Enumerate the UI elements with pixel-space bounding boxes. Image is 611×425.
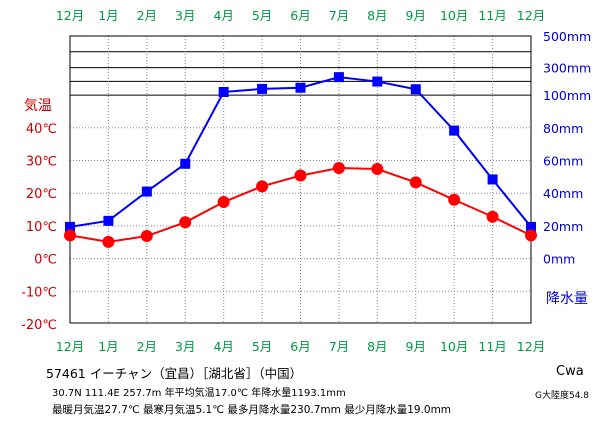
precipitation-tick-label: 40mm: [543, 186, 583, 201]
precipitation-point: [257, 83, 268, 94]
temperature-tick-label: 40℃: [26, 122, 57, 137]
month-label: 5月: [252, 8, 272, 23]
precipitation-axis-ticks: 500mm 300mm 100mm 80mm 60mm 40mm 20mm 0mm: [543, 29, 591, 267]
temperature-point: [525, 229, 537, 242]
temperature-point: [140, 230, 153, 243]
precipitation-tick-label: 20mm: [543, 219, 583, 234]
temperature-point: [217, 196, 230, 209]
month-label: 12月: [56, 8, 84, 23]
temperature-point: [256, 180, 269, 193]
precipitation-tick-label: 80mm: [543, 121, 583, 136]
month-label: 1月: [98, 8, 118, 23]
precipitation-tick-label: 500mm: [543, 29, 591, 44]
temperature-point: [409, 176, 422, 189]
station-summary: 30.7N 111.4E 257.7m 年平均気温17.0℃ 年降水量1193.…: [52, 388, 346, 399]
precipitation-series: [65, 72, 536, 232]
temperature-point: [486, 210, 499, 223]
month-label: 7月: [329, 8, 349, 23]
precipitation-point: [180, 158, 191, 169]
month-label: 6月: [290, 8, 310, 23]
temperature-axis-ticks: 40℃ 30℃ 20℃ 10℃ 0℃ -10℃ -20℃: [21, 122, 57, 333]
top-month-labels: 12月 1月 2月 3月 4月 5月 6月 7月 8月 9月 10月 11月 12月: [56, 8, 545, 23]
month-label: 3月: [175, 8, 195, 23]
temperature-point: [102, 235, 115, 248]
month-label: 12月: [517, 339, 545, 354]
precipitation-tick-label: 100mm: [543, 88, 591, 103]
precipitation-point: [372, 76, 383, 87]
continentality-index: G大陸度54.8: [535, 391, 590, 401]
month-label: 1月: [98, 339, 118, 354]
month-label: 8月: [367, 339, 387, 354]
temperature-tick-label: 10℃: [26, 220, 57, 235]
month-label: 2月: [137, 8, 157, 23]
precipitation-point: [410, 84, 421, 95]
month-label: 8月: [367, 8, 387, 23]
precipitation-point: [65, 221, 75, 232]
temperature-tick-label: 30℃: [26, 155, 57, 170]
temperature-tick-label: 0℃: [34, 253, 57, 268]
temperature-point: [332, 162, 345, 175]
precipitation-point: [295, 82, 306, 93]
month-label: 4月: [213, 339, 233, 354]
temperature-point: [64, 229, 76, 242]
month-label: 12月: [517, 8, 545, 23]
precipitation-point: [218, 86, 229, 97]
temperature-tick-label: -20℃: [21, 318, 57, 333]
bottom-month-labels: 12月 1月 2月 3月 4月 5月 6月 7月 8月 9月 10月 11月 12月: [56, 339, 545, 354]
month-label: 11月: [478, 8, 506, 23]
koppen-class: Cwa: [556, 364, 584, 379]
temperature-tick-label: -10℃: [21, 285, 57, 300]
temperature-point: [371, 163, 384, 176]
month-label: 5月: [252, 339, 272, 354]
plot-frame: [69, 35, 532, 324]
month-label: 10月: [440, 339, 468, 354]
month-label: 11月: [478, 339, 506, 354]
month-label: 3月: [175, 339, 195, 354]
month-label: 10月: [440, 8, 468, 23]
month-label: 9月: [406, 339, 426, 354]
precipitation-tick-label: 300mm: [543, 61, 591, 76]
temperature-axis-label: 気温: [24, 98, 52, 114]
month-label: 4月: [213, 8, 233, 23]
precipitation-point: [487, 174, 498, 185]
month-label: 2月: [137, 339, 157, 354]
station-extremes: 最暖月気温27.7℃ 最寒月気温5.1℃ 最多月降水量230.7mm 最少月降水…: [52, 404, 452, 416]
station-title: 57461 イーチャン（宜昌）［湖北省］（中国）: [46, 366, 303, 381]
temperature-series: [64, 162, 537, 248]
precipitation-tick-label: 0mm: [543, 252, 575, 267]
month-label: 6月: [290, 339, 310, 354]
precipitation-point: [526, 221, 536, 232]
precipitation-point: [449, 125, 460, 136]
precipitation-tick-label: 60mm: [543, 154, 583, 169]
month-label: 9月: [406, 8, 426, 23]
temperature-point: [448, 193, 461, 206]
precipitation-point: [333, 72, 344, 83]
precipitation-point: [103, 215, 114, 226]
temperature-tick-label: 20℃: [26, 187, 57, 202]
precipitation-axis-label: 降水量: [546, 291, 588, 307]
month-label: 7月: [329, 339, 349, 354]
precipitation-point: [141, 186, 152, 197]
month-label: 12月: [56, 339, 84, 354]
temperature-point: [294, 169, 307, 182]
temperature-point: [179, 216, 192, 229]
